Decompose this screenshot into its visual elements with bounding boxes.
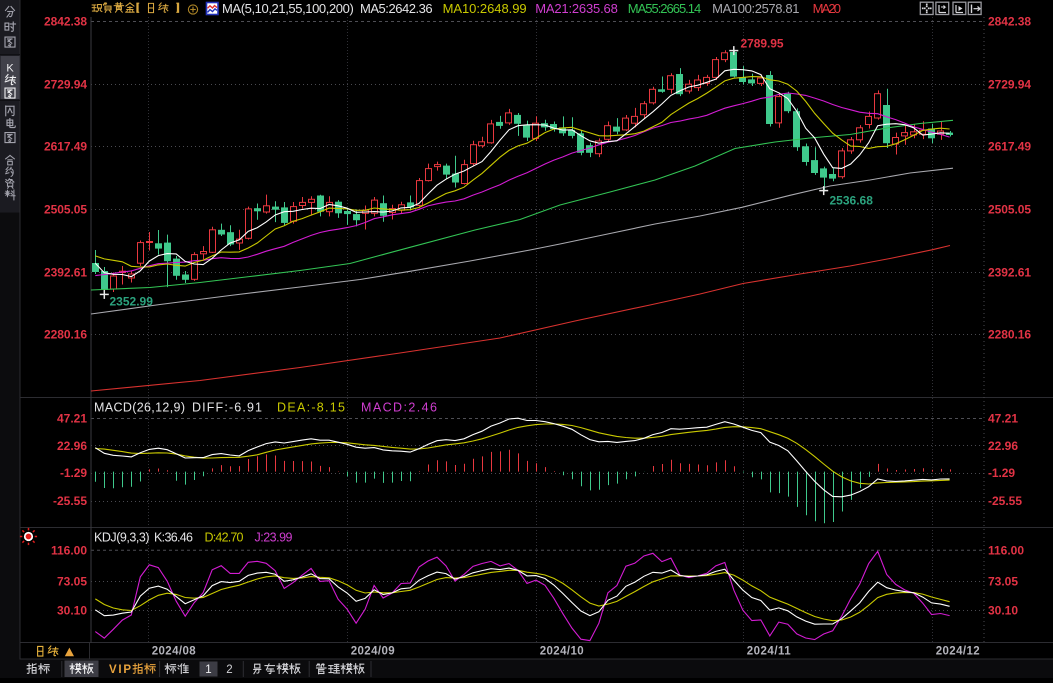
svg-text:D:42.70: D:42.70	[205, 531, 244, 545]
svg-text:J:23.99: J:23.99	[255, 531, 293, 545]
svg-text:2280.16: 2280.16	[988, 328, 1031, 342]
svg-text:30.10: 30.10	[988, 604, 1018, 618]
svg-text:73.05: 73.05	[57, 574, 87, 588]
svg-text:MA100:2578.81: MA100:2578.81	[712, 1, 799, 16]
svg-text:2729.94: 2729.94	[988, 78, 1031, 92]
svg-text:30.10: 30.10	[57, 604, 87, 618]
svg-text:2536.68: 2536.68	[830, 194, 874, 208]
svg-text:2505.05: 2505.05	[988, 203, 1031, 217]
svg-text:2617.49: 2617.49	[44, 140, 87, 154]
svg-text:2024/10: 2024/10	[540, 646, 584, 658]
svg-text:2024/11: 2024/11	[747, 646, 792, 658]
svg-text:DIFF:-6.91: DIFF:-6.91	[192, 401, 262, 415]
svg-text:-1.29: -1.29	[988, 466, 1015, 480]
svg-text:K: K	[6, 63, 14, 75]
svg-text:MA5:2642.36: MA5:2642.36	[360, 1, 433, 16]
svg-text:116.00: 116.00	[51, 543, 87, 557]
svg-text:MA21:2635.68: MA21:2635.68	[535, 1, 618, 16]
svg-text:2842.38: 2842.38	[988, 15, 1031, 29]
svg-text:2617.49: 2617.49	[988, 140, 1031, 154]
svg-text:1: 1	[205, 664, 211, 676]
svg-text:73.05: 73.05	[988, 574, 1018, 588]
svg-text:2842.38: 2842.38	[44, 15, 87, 29]
svg-text:MA(5,10,21,55,100,200): MA(5,10,21,55,100,200)	[222, 1, 354, 16]
svg-text:2024/09: 2024/09	[351, 646, 395, 658]
svg-text:47.21: 47.21	[988, 412, 1018, 426]
svg-text:MA10:2648.99: MA10:2648.99	[443, 1, 527, 16]
svg-text:KDJ(9,3,3): KDJ(9,3,3)	[94, 531, 150, 545]
svg-text:2392.61: 2392.61	[988, 266, 1031, 280]
svg-text:2729.94: 2729.94	[44, 78, 87, 92]
svg-text:MACD:2.46: MACD:2.46	[361, 401, 437, 415]
svg-text:2505.05: 2505.05	[44, 203, 87, 217]
svg-text:-25.55: -25.55	[53, 494, 87, 508]
svg-text:DEA:-8.15: DEA:-8.15	[277, 401, 345, 415]
svg-text:2352.99: 2352.99	[110, 295, 154, 309]
svg-text:2392.61: 2392.61	[44, 266, 87, 280]
svg-text:-1.29: -1.29	[60, 466, 87, 480]
svg-text:2: 2	[226, 664, 232, 676]
svg-text:22.96: 22.96	[57, 439, 87, 453]
svg-text:2789.95: 2789.95	[741, 37, 784, 51]
svg-text:VIP: VIP	[109, 664, 131, 676]
svg-text:47.21: 47.21	[57, 412, 87, 426]
svg-text:MA20: MA20	[813, 1, 841, 16]
svg-text:2024/12: 2024/12	[936, 646, 980, 658]
svg-text:116.00: 116.00	[988, 543, 1024, 557]
svg-text:2280.16: 2280.16	[44, 328, 87, 342]
svg-text:K:36.46: K:36.46	[154, 531, 193, 545]
svg-text:-25.55: -25.55	[988, 494, 1022, 508]
svg-text:2024/08: 2024/08	[152, 646, 197, 658]
svg-text:MACD(26,12,9): MACD(26,12,9)	[94, 401, 185, 415]
svg-text:22.96: 22.96	[988, 439, 1018, 453]
svg-text:MA55:2665.14: MA55:2665.14	[628, 1, 701, 16]
